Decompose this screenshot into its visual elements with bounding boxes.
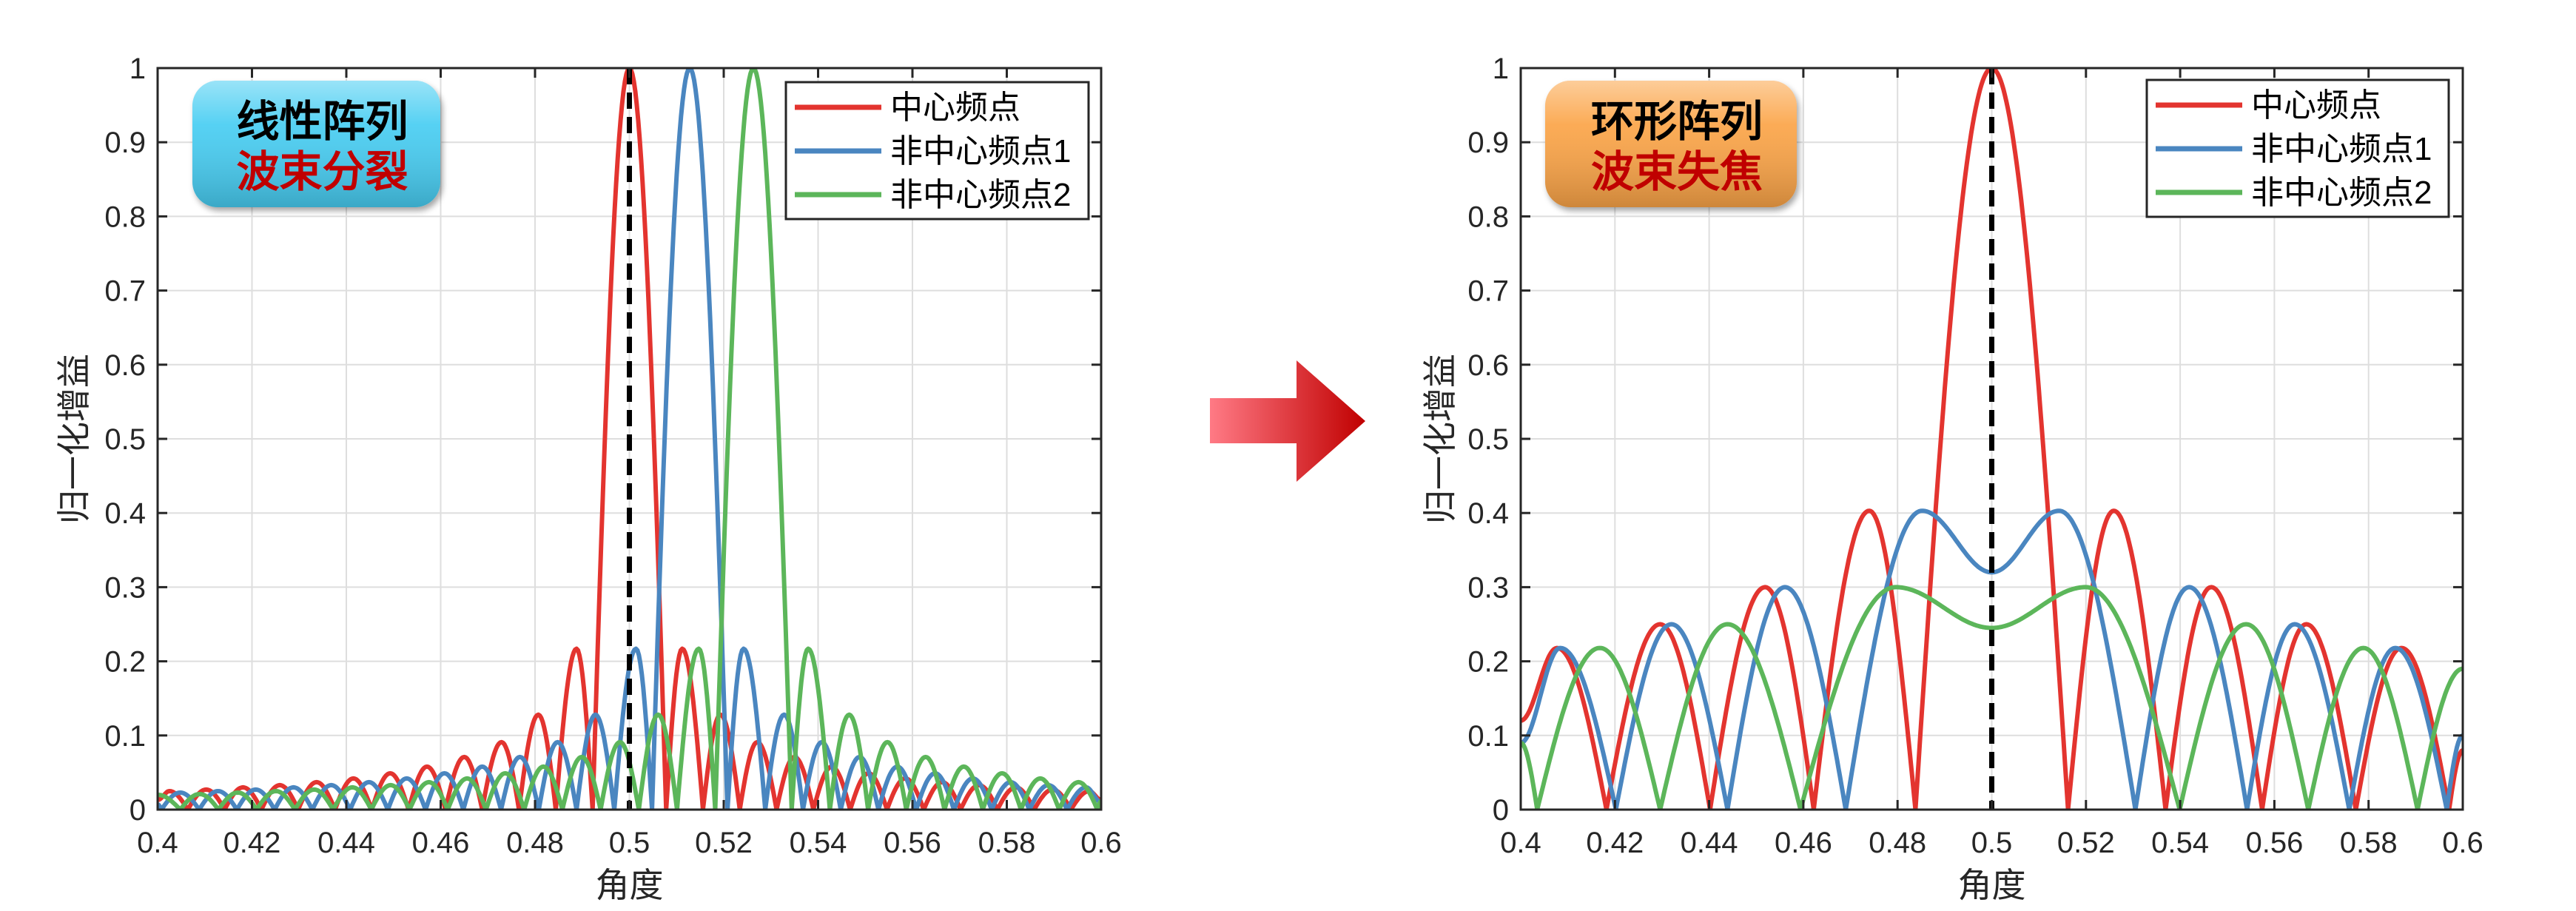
y-tick-label: 0 xyxy=(1493,794,1509,827)
ring-array-chart: 0.4 0.42 0.44 0.46 0.48 0.5 0.52 0.54 0.56 0.58 0.… xyxy=(1421,53,2483,904)
x-axis-label: 角度 xyxy=(596,866,664,904)
y-tick-label: 0.3 xyxy=(104,571,146,604)
legend-label-3: 非中心频点2 xyxy=(890,177,1071,213)
x-axis-label: 角度 xyxy=(1958,866,2026,904)
x-tick-label: 0.56 xyxy=(884,827,941,859)
x-tick-label: 0.4 xyxy=(1500,827,1541,859)
y-tick-label: 0 xyxy=(130,794,146,827)
y-tick-label: 0.7 xyxy=(104,275,146,308)
badge-title: 线性阵列 xyxy=(236,98,408,146)
legend-label-1: 中心频点 xyxy=(890,90,1020,126)
plot-area xyxy=(1521,68,2463,810)
x-tick-label: 0.58 xyxy=(2340,827,2398,859)
y-tick-label: 0.5 xyxy=(104,423,146,456)
y-tick-label: 1 xyxy=(1493,53,1509,85)
x-tick-label: 0.54 xyxy=(790,827,847,859)
y-tick-label: 0.9 xyxy=(1467,127,1509,159)
y-tick-label: 0.8 xyxy=(104,201,146,233)
y-tick-label: 0.6 xyxy=(1467,349,1509,382)
legend-label-3: 非中心频点2 xyxy=(2251,175,2432,211)
x-tick-label: 0.48 xyxy=(1869,827,1926,859)
badge-subtitle: 波束分裂 xyxy=(236,148,408,196)
y-tick-label: 0.2 xyxy=(104,646,146,679)
y-tick-label: 0.9 xyxy=(104,127,146,159)
y-tick-label: 0.1 xyxy=(104,720,146,753)
x-tick-label: 0.54 xyxy=(2151,827,2209,859)
plot-area xyxy=(158,68,1101,810)
legend-label-1: 中心频点 xyxy=(2251,87,2381,124)
linear-array-chart: 0.4 0.42 0.44 0.46 0.48 0.5 0.52 0.54 0.56 0.58 0.… xyxy=(55,53,1122,904)
legend-label-2: 非中心频点1 xyxy=(2251,131,2432,167)
x-tick-label: 0.56 xyxy=(2245,827,2303,859)
y-axis-label: 归一化增益 xyxy=(55,354,93,524)
x-tick-label: 0.52 xyxy=(695,827,753,859)
series-line-2 xyxy=(158,68,1101,810)
x-tick-label: 0.42 xyxy=(223,827,281,859)
x-tick-label: 0.6 xyxy=(2442,827,2483,859)
x-tick-label: 0.5 xyxy=(609,827,650,859)
y-tick-label: 1 xyxy=(130,53,146,85)
badge-gloss xyxy=(192,81,440,207)
x-tick-label: 0.52 xyxy=(2057,827,2115,859)
y-tick-label: 0.4 xyxy=(104,497,146,530)
x-tick-label: 0.6 xyxy=(1080,827,1122,859)
x-tick-label: 0.44 xyxy=(1681,827,1738,859)
badge-title: 环形阵列 xyxy=(1591,98,1763,146)
series-line-3 xyxy=(1521,585,2463,810)
badge-subtitle: 波束失焦 xyxy=(1591,148,1763,196)
x-tick-label: 0.5 xyxy=(1971,827,2013,859)
y-tick-label: 0.3 xyxy=(1467,571,1509,604)
x-tick-label: 0.46 xyxy=(412,827,470,859)
y-tick-label: 0.7 xyxy=(1467,275,1509,308)
series-line-3 xyxy=(158,68,1101,810)
y-tick-label: 0.6 xyxy=(104,349,146,382)
y-tick-label: 0.1 xyxy=(1467,720,1509,753)
badge-gloss xyxy=(1545,81,1797,207)
x-tick-label: 0.48 xyxy=(506,827,564,859)
y-tick-label: 0.5 xyxy=(1467,423,1509,456)
right-arrow-icon xyxy=(1210,360,1365,482)
series-line-1 xyxy=(1521,68,2463,810)
x-tick-label: 0.42 xyxy=(1586,827,1644,859)
x-tick-label: 0.46 xyxy=(1775,827,1832,859)
x-tick-label: 0.58 xyxy=(978,827,1036,859)
y-tick-label: 0.8 xyxy=(1467,201,1509,233)
y-tick-label: 0.4 xyxy=(1467,497,1509,530)
x-tick-label: 0.44 xyxy=(317,827,375,859)
y-axis-label: 归一化增益 xyxy=(1421,354,1459,524)
legend-label-2: 非中心频点1 xyxy=(890,133,1071,169)
y-tick-label: 0.2 xyxy=(1467,646,1509,679)
x-tick-label: 0.4 xyxy=(137,827,178,859)
